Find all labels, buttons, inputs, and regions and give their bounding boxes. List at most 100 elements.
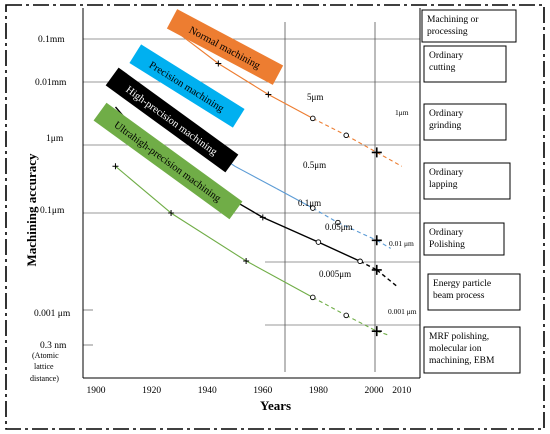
series-banner-background	[93, 102, 243, 220]
plus-marker	[259, 214, 266, 221]
series-segment	[170, 212, 247, 262]
plus-marker	[215, 60, 222, 67]
process-box-label: Ordinary lapping	[429, 168, 464, 190]
plus-marker	[243, 257, 250, 264]
y-tick-label: 0.001 μm	[34, 309, 71, 319]
series-segment	[345, 314, 378, 332]
series-segment	[359, 260, 378, 271]
process-box-label: Ordinary grinding	[429, 109, 464, 131]
x-tick-label: 1940	[198, 386, 217, 396]
outer-dashdot-border	[5, 4, 545, 430]
plus-marker	[371, 235, 382, 246]
y-axis-label: Machining accuracy	[24, 153, 39, 267]
circle-marker	[315, 239, 322, 245]
series-segment	[245, 260, 314, 298]
y-tick-label: (Atomic	[32, 351, 59, 360]
tick-labels: 1900 1920 1940 1960 1980 2000 2010 0.1mm 0.01mm 1…	[30, 35, 412, 396]
process-box-line: Ordinary	[429, 168, 464, 178]
plus-marker	[265, 91, 272, 98]
value-annotation: 5μm	[307, 92, 323, 102]
x-tick-label: 1920	[142, 386, 161, 396]
series-segment	[262, 216, 319, 243]
plus-marker	[371, 326, 382, 337]
process-box-label: MRF polishing, molecular ion machining, EB…	[429, 332, 495, 366]
process-box-line: machining, EBM	[429, 356, 495, 366]
series-segment	[312, 296, 347, 316]
y-tick-label: distance)	[30, 374, 59, 383]
series-segment	[376, 269, 397, 287]
y-tick-label: 0.3 nm	[40, 341, 67, 351]
y-tick-label: 0.1mm	[38, 35, 65, 45]
process-box-line: Ordinary	[429, 51, 464, 61]
process-box-line: processing	[427, 27, 468, 37]
series-segment	[318, 241, 361, 262]
x-tick-label: 2000	[365, 386, 384, 396]
circle-marker	[343, 312, 349, 319]
series-segment	[276, 188, 314, 209]
plus-marker	[371, 147, 382, 158]
process-box-line: Energy particle	[433, 279, 491, 289]
series-segment	[376, 239, 391, 249]
process-box	[423, 45, 507, 83]
series-segment	[312, 117, 347, 136]
series-segment	[337, 222, 378, 241]
circle-marker	[310, 205, 316, 211]
value-annotation: 0.05μm	[325, 222, 353, 232]
x-tick-label: 2010	[392, 386, 411, 396]
process-boxes: Machining or processing Ordinary cutting Ord…	[421, 9, 521, 374]
grid-lines	[83, 22, 420, 372]
series-segment	[345, 134, 378, 153]
process-box	[423, 222, 505, 256]
x-axis-label: Years	[260, 398, 291, 413]
axes	[82, 8, 421, 379]
series-segment	[376, 151, 403, 167]
y-tick-label: 0.1μm	[40, 206, 65, 216]
value-annotation: 0.1μm	[298, 198, 321, 208]
series-banner-background	[129, 44, 245, 128]
circle-marker	[335, 219, 341, 226]
process-box	[423, 326, 521, 374]
process-box-label: Ordinary Polishing	[429, 228, 465, 250]
process-box-line: Ordinary	[429, 109, 464, 119]
process-box-label: Energy particle beam process	[433, 279, 491, 301]
value-annotation: 0.01 μm	[389, 239, 414, 248]
plus-marker	[371, 264, 382, 275]
process-box	[427, 273, 521, 311]
value-annotation: 0.005μm	[319, 269, 351, 279]
plus-marker	[112, 163, 119, 170]
process-box	[421, 9, 517, 43]
series-segment	[234, 165, 277, 190]
process-box-line: lapping	[429, 180, 458, 190]
series-segment	[218, 63, 269, 95]
x-tick-label: 1900	[87, 386, 106, 396]
x-tick-label: 1980	[309, 386, 328, 396]
series-segment	[268, 94, 314, 119]
process-box-line: grinding	[429, 121, 461, 131]
process-box	[423, 103, 507, 141]
y-tick-label: lattice	[34, 362, 54, 371]
series-segment	[312, 207, 339, 224]
process-box-line: Polishing	[429, 240, 465, 250]
process-box-line: MRF polishing,	[429, 332, 489, 342]
process-box-line: Machining or	[427, 15, 479, 25]
circle-marker	[343, 132, 349, 139]
y-tick-label: 1μm	[46, 134, 64, 144]
value-annotation: 0.001 μm	[388, 307, 417, 316]
series-banner-background	[166, 9, 284, 85]
x-tick-label: 1960	[253, 386, 272, 396]
circle-marker	[357, 258, 363, 265]
series-segment	[115, 165, 172, 214]
series-banner-background	[105, 67, 239, 173]
process-box-line: cutting	[429, 63, 456, 73]
process-box-label: Machining or processing	[427, 15, 479, 37]
value-annotation: 1μm	[395, 108, 409, 117]
series-segment	[179, 33, 219, 64]
plus-marker	[168, 210, 175, 217]
y-tick-label: 0.01mm	[35, 78, 67, 88]
value-annotations: 5μm 1μm 0.5μm 0.1μm 0.05μm 0.01 μm 0.005μm 0.00…	[298, 92, 417, 316]
process-box-line: beam process	[433, 291, 485, 301]
value-annotation: 0.5μm	[303, 160, 326, 170]
point-markers	[112, 60, 382, 337]
process-box	[423, 162, 511, 200]
